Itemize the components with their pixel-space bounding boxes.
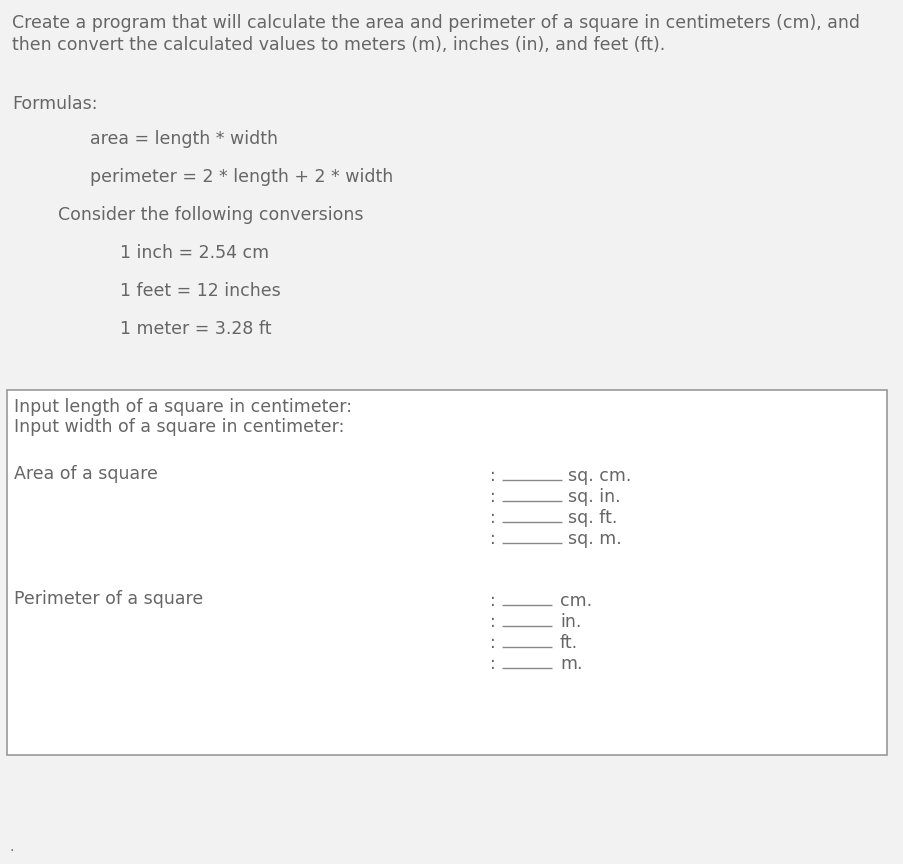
- Text: sq. m.: sq. m.: [567, 530, 621, 548]
- Text: m.: m.: [559, 655, 582, 673]
- Text: Formulas:: Formulas:: [12, 95, 98, 113]
- Text: Consider the following conversions: Consider the following conversions: [58, 206, 363, 224]
- Text: in.: in.: [559, 613, 581, 631]
- Text: Input width of a square in centimeter:: Input width of a square in centimeter:: [14, 418, 344, 436]
- Text: sq. cm.: sq. cm.: [567, 467, 630, 485]
- Text: sq. ft.: sq. ft.: [567, 509, 617, 527]
- Text: ft.: ft.: [559, 634, 578, 652]
- Text: .: .: [10, 840, 14, 854]
- Text: cm.: cm.: [559, 592, 591, 610]
- Text: 1 inch = 2.54 cm: 1 inch = 2.54 cm: [120, 244, 269, 262]
- Text: Create a program that will calculate the area and perimeter of a square in centi: Create a program that will calculate the…: [12, 14, 859, 32]
- Text: 1 feet = 12 inches: 1 feet = 12 inches: [120, 282, 281, 300]
- FancyBboxPatch shape: [7, 390, 886, 755]
- Text: area = length * width: area = length * width: [90, 130, 278, 148]
- Text: :: :: [489, 509, 495, 527]
- Text: :: :: [489, 467, 495, 485]
- Text: :: :: [489, 634, 495, 652]
- Text: 1 meter = 3.28 ft: 1 meter = 3.28 ft: [120, 320, 271, 338]
- Text: sq. in.: sq. in.: [567, 488, 620, 506]
- Text: then convert the calculated values to meters (m), inches (in), and feet (ft).: then convert the calculated values to me…: [12, 36, 665, 54]
- Text: Area of a square: Area of a square: [14, 465, 158, 483]
- Text: :: :: [489, 592, 495, 610]
- Text: :: :: [489, 655, 495, 673]
- Text: Perimeter of a square: Perimeter of a square: [14, 590, 203, 608]
- Text: Input length of a square in centimeter:: Input length of a square in centimeter:: [14, 398, 351, 416]
- Text: perimeter = 2 * length + 2 * width: perimeter = 2 * length + 2 * width: [90, 168, 393, 186]
- Text: :: :: [489, 530, 495, 548]
- Text: :: :: [489, 488, 495, 506]
- Text: :: :: [489, 613, 495, 631]
